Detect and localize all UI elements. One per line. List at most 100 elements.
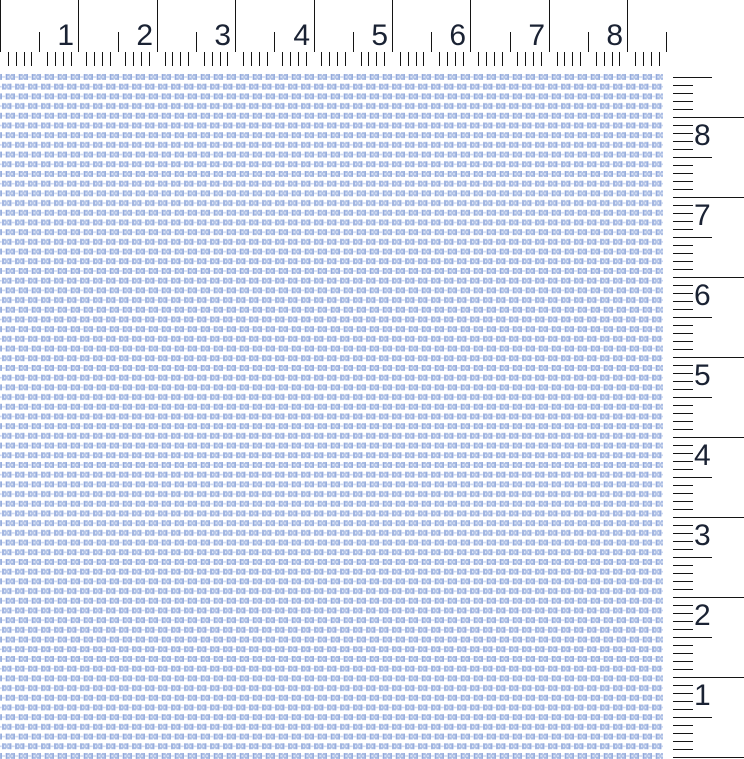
- v-ruler-number: 4: [694, 439, 711, 472]
- v-ruler-tick: [673, 109, 693, 110]
- h-ruler-tick: [431, 32, 432, 52]
- h-ruler-tick: [361, 52, 362, 66]
- h-ruler-tick: [125, 52, 126, 66]
- v-ruler-tick: [673, 589, 693, 590]
- v-ruler-tick: [673, 557, 712, 558]
- v-ruler-tick: [673, 157, 712, 158]
- h-ruler-tick: [376, 52, 377, 66]
- v-ruler-tick: [673, 333, 693, 334]
- v-ruler-tick: [673, 621, 693, 622]
- h-ruler-tick: [627, 0, 628, 52]
- h-ruler-number: 7: [528, 19, 545, 52]
- v-ruler-tick: [673, 349, 693, 350]
- v-ruler-tick: [673, 173, 693, 174]
- h-ruler-tick: [392, 0, 393, 52]
- h-ruler-tick: [290, 52, 291, 66]
- v-ruler-tick: [673, 341, 693, 342]
- h-ruler-tick: [541, 52, 542, 66]
- h-ruler-tick: [635, 52, 636, 66]
- h-ruler-tick: [47, 52, 48, 66]
- h-ruler-tick: [596, 52, 597, 66]
- pattern-fill: [0, 72, 663, 759]
- v-ruler-tick: [673, 525, 693, 526]
- h-ruler-tick: [251, 52, 252, 66]
- v-ruler-tick: [673, 661, 693, 662]
- h-ruler-tick: [510, 32, 511, 52]
- v-ruler-tick: [673, 205, 693, 206]
- v-ruler-tick: [673, 541, 693, 542]
- h-ruler-tick: [666, 32, 667, 52]
- v-ruler-tick: [673, 141, 693, 142]
- h-ruler-tick: [8, 52, 9, 66]
- h-ruler-tick: [455, 52, 456, 66]
- h-ruler-tick: [298, 52, 299, 66]
- h-ruler-tick: [149, 52, 150, 66]
- v-ruler-tick: [673, 245, 693, 246]
- h-ruler-number: 1: [57, 19, 74, 52]
- h-ruler-tick: [659, 52, 660, 66]
- h-ruler-tick: [118, 32, 119, 52]
- h-ruler-tick: [71, 52, 72, 66]
- v-ruler-tick: [673, 269, 693, 270]
- v-ruler-tick: [673, 189, 693, 190]
- v-ruler-number: 8: [694, 119, 711, 152]
- v-ruler-number: 1: [694, 679, 711, 712]
- h-ruler-tick: [188, 52, 189, 66]
- h-ruler-tick: [502, 52, 503, 66]
- h-ruler-tick: [345, 52, 346, 66]
- h-ruler-tick: [478, 52, 479, 66]
- v-ruler-tick: [673, 509, 693, 510]
- v-ruler-tick: [673, 613, 693, 614]
- v-ruler-tick: [673, 685, 693, 686]
- h-ruler-tick: [384, 52, 385, 66]
- h-ruler-tick: [400, 52, 401, 66]
- v-ruler-tick: [673, 229, 693, 230]
- h-ruler-tick: [549, 0, 550, 52]
- v-ruler-tick: [673, 725, 693, 726]
- h-ruler-number: 2: [136, 19, 153, 52]
- v-ruler-tick: [673, 741, 693, 742]
- pattern-canvas[interactable]: [0, 72, 663, 759]
- h-ruler-tick: [196, 32, 197, 52]
- h-ruler-tick: [321, 52, 322, 66]
- v-ruler-tick: [673, 501, 693, 502]
- h-ruler-tick: [306, 52, 307, 66]
- h-ruler-tick: [470, 0, 471, 52]
- v-ruler-tick: [673, 317, 712, 318]
- h-ruler-tick: [588, 32, 589, 52]
- v-ruler-tick: [673, 181, 693, 182]
- h-ruler-tick: [110, 52, 111, 66]
- v-ruler-tick: [673, 597, 744, 598]
- h-ruler-tick: [463, 52, 464, 66]
- v-ruler-tick: [673, 757, 744, 758]
- v-ruler-tick: [673, 493, 693, 494]
- v-ruler-tick: [673, 237, 712, 238]
- v-ruler-tick: [673, 133, 693, 134]
- h-ruler-tick: [157, 0, 158, 52]
- h-ruler-number: 8: [606, 19, 623, 52]
- h-ruler-tick: [165, 52, 166, 66]
- v-ruler-tick: [673, 213, 693, 214]
- h-ruler-tick: [78, 0, 79, 52]
- v-ruler-tick: [673, 653, 693, 654]
- h-ruler-tick: [204, 52, 205, 66]
- h-ruler-number: 4: [293, 19, 310, 52]
- v-ruler-tick: [673, 437, 744, 438]
- h-ruler-tick: [267, 52, 268, 66]
- v-ruler-tick: [673, 709, 693, 710]
- h-ruler-tick: [517, 52, 518, 66]
- v-ruler-tick: [673, 381, 693, 382]
- h-ruler-tick: [337, 52, 338, 66]
- h-ruler-tick: [564, 52, 565, 66]
- v-ruler-tick: [673, 165, 693, 166]
- h-ruler-tick: [572, 52, 573, 66]
- v-ruler-tick: [673, 701, 693, 702]
- v-ruler-tick: [673, 373, 693, 374]
- h-ruler-tick: [612, 52, 613, 66]
- h-ruler-tick: [314, 0, 315, 52]
- v-ruler-tick: [673, 581, 693, 582]
- v-ruler-tick: [673, 461, 693, 462]
- v-ruler-tick: [673, 293, 693, 294]
- v-ruler-tick: [673, 85, 693, 86]
- h-ruler-tick: [486, 52, 487, 66]
